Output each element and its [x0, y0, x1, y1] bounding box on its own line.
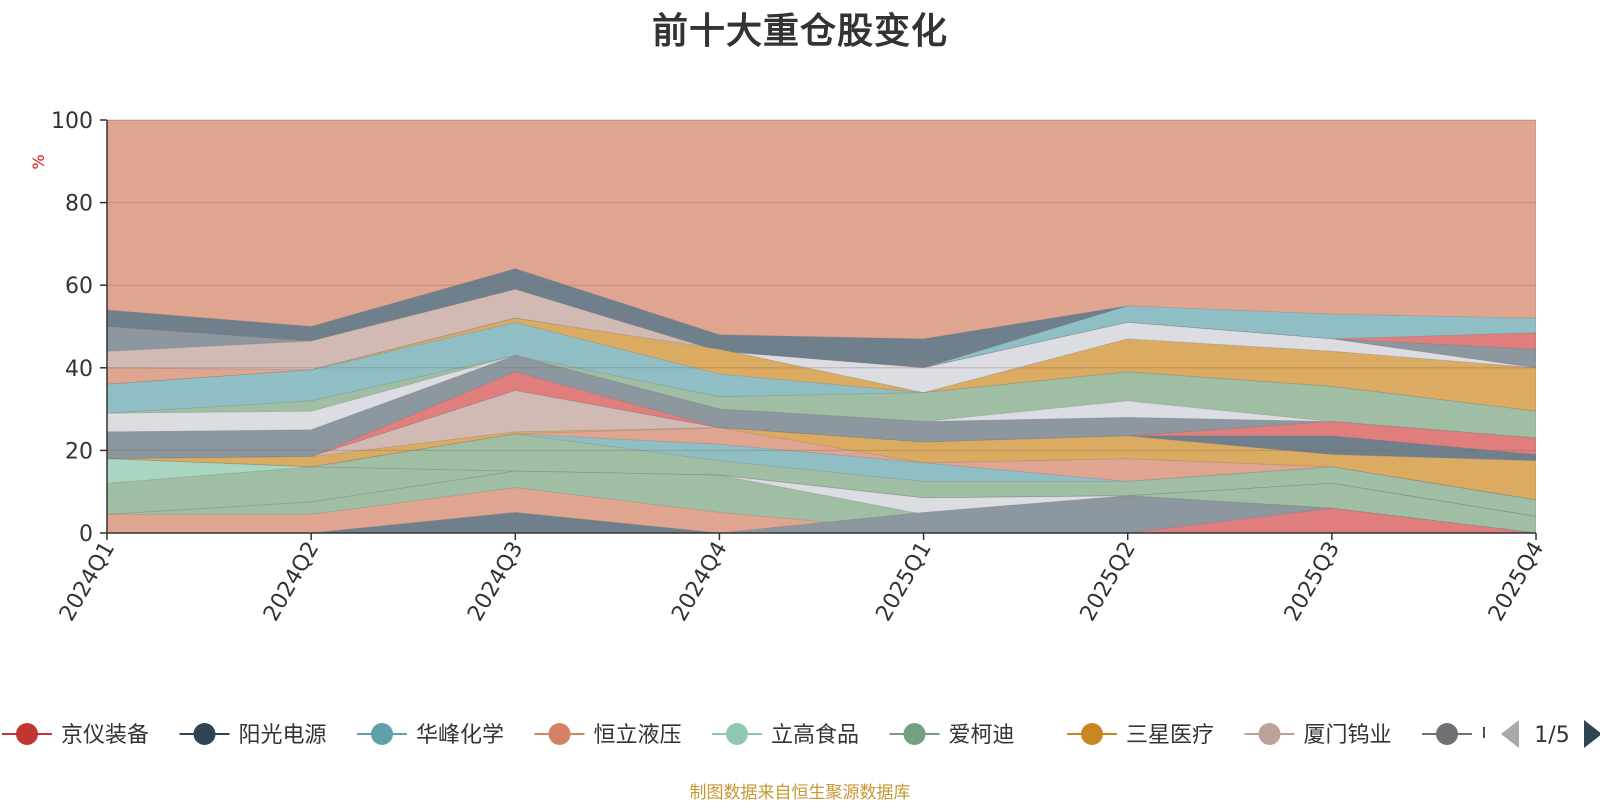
- x-tick-label: 2025Q2: [1076, 538, 1141, 626]
- legend-label: 爱柯迪: [949, 723, 1015, 748]
- y-tick-label: 60: [65, 274, 93, 299]
- y-tick-label: 40: [65, 357, 93, 382]
- area-band-26: [107, 495, 1536, 533]
- area-series-group: [107, 120, 1536, 533]
- legend-item[interactable]: 阳光电源: [179, 723, 327, 748]
- x-tick-label: 2024Q4: [667, 538, 732, 626]
- area-band-27: [107, 511, 1536, 533]
- legend-prev-icon[interactable]: [1501, 720, 1519, 748]
- legend-marker-icon: [371, 723, 393, 745]
- x-tick-label: 2025Q1: [871, 538, 936, 626]
- y-axis-unit-label: %: [29, 154, 48, 169]
- chart-title: 前十大重仓股变化: [651, 11, 948, 52]
- area-band-28: [107, 507, 1536, 533]
- legend-next-icon[interactable]: [1584, 720, 1600, 748]
- legend-marker-icon: [1436, 723, 1458, 745]
- legend-marker-icon: [726, 723, 748, 745]
- legend-item[interactable]: 厦门钨业: [1244, 723, 1392, 748]
- y-tick-label: 100: [51, 109, 93, 134]
- legend-marker-icon: [1081, 723, 1103, 745]
- legend: 京仪装备 阳光电源 华峰化学 恒立液压 立高食品 爱柯迪 三星医疗 厦门钨业 中国: [2, 723, 1525, 748]
- legend-label: 厦门钨业: [1304, 723, 1392, 748]
- legend-item[interactable]: 京仪装备: [2, 723, 149, 748]
- legend-label: 阳光电源: [239, 723, 327, 748]
- legend-item[interactable]: 爱柯迪: [889, 723, 1015, 748]
- legend-pager: 1/5: [1501, 720, 1600, 748]
- legend-marker-icon: [193, 723, 216, 745]
- gridlines-overlay: [107, 119, 1536, 451]
- legend-item[interactable]: 三星医疗: [1067, 723, 1214, 748]
- legend-marker-icon: [903, 723, 926, 745]
- x-tick-label: 2024Q3: [463, 538, 528, 626]
- x-tick-label: 2024Q2: [259, 538, 324, 626]
- data-source-footer: 制图数据来自恒生聚源数据库: [689, 783, 911, 803]
- legend-marker-icon: [548, 723, 571, 745]
- y-tick-label: 80: [65, 192, 93, 217]
- legend-page-indicator: 1/5: [1534, 723, 1569, 748]
- x-tick-label: 2025Q4: [1484, 538, 1549, 626]
- legend-label: 恒立液压: [594, 723, 682, 748]
- legend-marker-icon: [16, 723, 38, 745]
- x-tick-label: 2024Q1: [55, 538, 120, 626]
- legend-label: 京仪装备: [61, 723, 149, 748]
- legend-item[interactable]: 恒立液压: [534, 723, 682, 748]
- y-tick-label: 0: [79, 522, 93, 547]
- x-tick-label: 2025Q3: [1280, 538, 1345, 626]
- legend-item[interactable]: 中国: [1422, 723, 1525, 748]
- legend-label: 三星医疗: [1126, 723, 1214, 748]
- legend-marker-icon: [1258, 723, 1281, 745]
- legend-item[interactable]: 立高食品: [712, 723, 859, 748]
- legend-label: 中国: [1481, 723, 1525, 748]
- y-tick-label: 20: [65, 439, 93, 464]
- legend-item[interactable]: 华峰化学: [357, 723, 504, 748]
- legend-label: 华峰化学: [416, 723, 504, 748]
- legend-label: 立高食品: [771, 723, 859, 748]
